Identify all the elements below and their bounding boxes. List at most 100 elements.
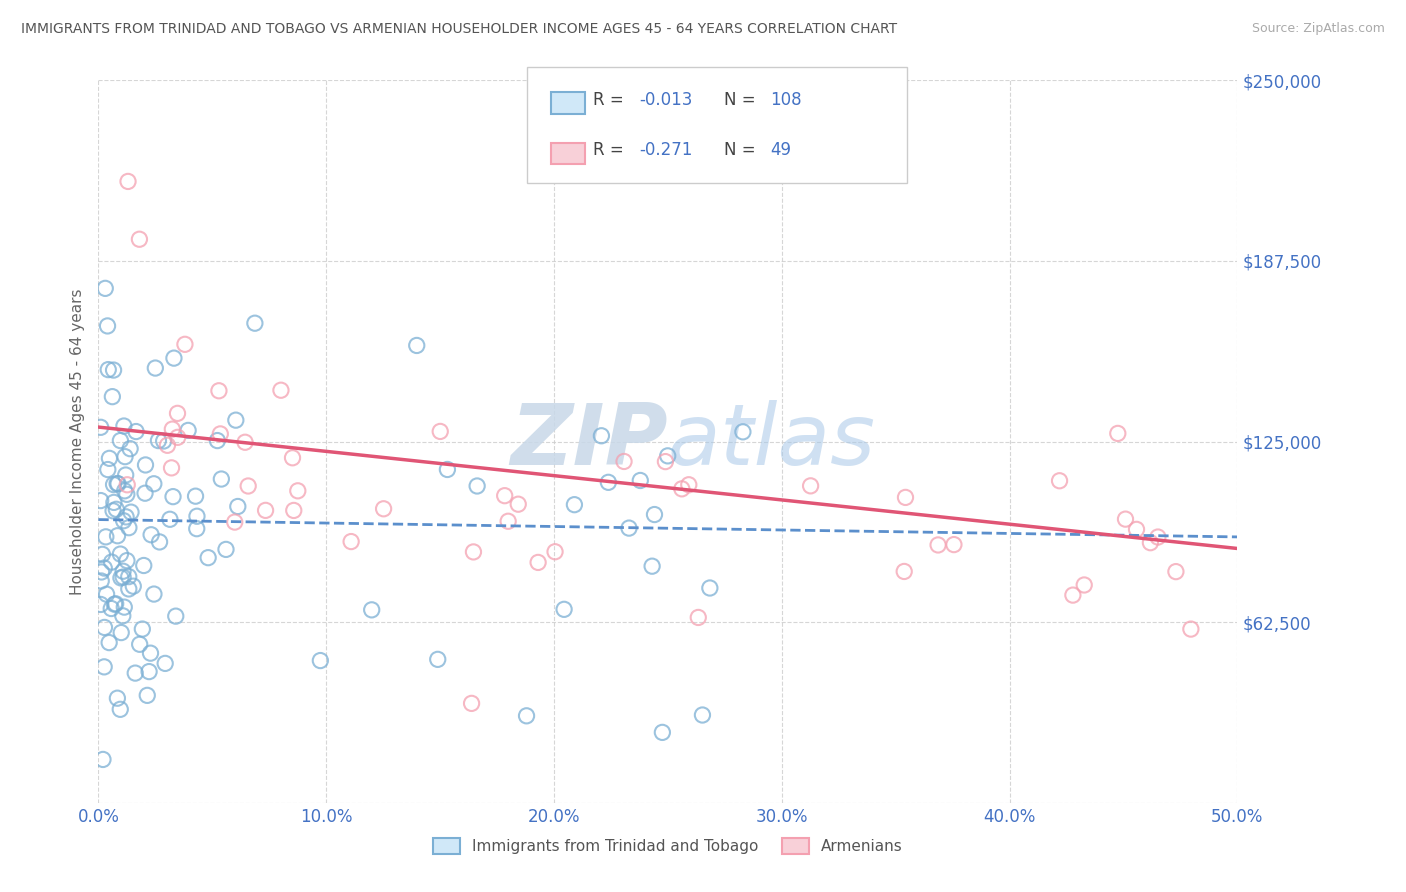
- Point: [613, 454, 636, 468]
- Point: [270, 383, 292, 397]
- Point: [152, 434, 174, 448]
- Point: [360, 603, 382, 617]
- Point: [138, 665, 160, 679]
- Point: [107, 529, 129, 543]
- Point: [429, 425, 451, 439]
- Point: [112, 514, 135, 528]
- Point: [112, 564, 135, 578]
- Point: [139, 646, 162, 660]
- Point: [657, 449, 679, 463]
- Point: [111, 608, 134, 623]
- Point: [112, 419, 135, 434]
- Point: [118, 521, 141, 535]
- Point: [731, 425, 754, 439]
- Point: [1107, 426, 1129, 441]
- Point: [1180, 622, 1202, 636]
- Point: [643, 508, 665, 522]
- Point: [90, 598, 112, 612]
- Point: [162, 490, 184, 504]
- Point: [162, 422, 184, 436]
- Point: [153, 657, 176, 671]
- Text: N =: N =: [724, 141, 761, 159]
- Point: [103, 495, 125, 509]
- Point: [186, 522, 208, 536]
- Point: [436, 462, 458, 476]
- Text: 108: 108: [770, 91, 801, 109]
- Point: [166, 430, 188, 444]
- Point: [93, 660, 115, 674]
- Point: [100, 555, 122, 569]
- Point: [281, 450, 304, 465]
- Point: [91, 547, 114, 561]
- Point: [641, 559, 664, 574]
- Point: [97, 462, 120, 476]
- Point: [1147, 530, 1170, 544]
- Point: [1062, 588, 1084, 602]
- Point: [942, 538, 965, 552]
- Point: [208, 384, 231, 398]
- Point: [139, 527, 162, 541]
- Point: [699, 581, 721, 595]
- Point: [122, 579, 145, 593]
- Point: [671, 482, 693, 496]
- Text: 49: 49: [770, 141, 792, 159]
- Point: [117, 174, 139, 188]
- Point: [692, 708, 714, 723]
- Point: [148, 535, 170, 549]
- Point: [166, 406, 188, 420]
- Point: [174, 337, 197, 351]
- Point: [215, 542, 238, 557]
- Text: atlas: atlas: [668, 400, 876, 483]
- Point: [143, 361, 166, 376]
- Point: [120, 505, 142, 519]
- Text: R =: R =: [593, 141, 630, 159]
- Point: [283, 503, 305, 517]
- Point: [96, 587, 118, 601]
- Point: [90, 420, 112, 434]
- Point: [118, 582, 141, 596]
- Point: [105, 502, 128, 516]
- Point: [1164, 565, 1187, 579]
- Point: [134, 486, 156, 500]
- Point: [527, 556, 550, 570]
- Point: [209, 472, 232, 486]
- Point: [224, 515, 246, 529]
- Point: [186, 509, 208, 524]
- Point: [465, 479, 488, 493]
- Point: [1073, 578, 1095, 592]
- Point: [156, 438, 179, 452]
- Point: [426, 652, 449, 666]
- Point: [93, 561, 115, 575]
- Point: [243, 316, 266, 330]
- Point: [97, 362, 120, 376]
- Point: [651, 725, 673, 739]
- Legend: Immigrants from Trinidad and Tobago, Armenians: Immigrants from Trinidad and Tobago, Arm…: [426, 832, 910, 860]
- Point: [110, 625, 132, 640]
- Point: [927, 538, 949, 552]
- Point: [564, 498, 586, 512]
- Point: [110, 571, 132, 585]
- Point: [225, 413, 247, 427]
- Point: [115, 509, 138, 524]
- Point: [94, 281, 117, 295]
- Point: [124, 666, 146, 681]
- Point: [165, 609, 187, 624]
- Point: [131, 622, 153, 636]
- Point: [209, 426, 232, 441]
- Point: [688, 610, 710, 624]
- Point: [101, 390, 124, 404]
- Text: IMMIGRANTS FROM TRINIDAD AND TOBAGO VS ARMENIAN HOUSEHOLDER INCOME AGES 45 - 64 : IMMIGRANTS FROM TRINIDAD AND TOBAGO VS A…: [21, 22, 897, 37]
- Point: [238, 479, 260, 493]
- Point: [184, 489, 207, 503]
- Point: [114, 450, 136, 464]
- Point: [373, 501, 395, 516]
- Point: [160, 461, 183, 475]
- Point: [1139, 535, 1161, 549]
- Point: [91, 752, 114, 766]
- Point: [553, 602, 575, 616]
- Point: [800, 479, 823, 493]
- Text: R =: R =: [593, 91, 630, 109]
- Point: [105, 476, 128, 491]
- Point: [128, 232, 150, 246]
- Y-axis label: Householder Income Ages 45 - 64 years: Householder Income Ages 45 - 64 years: [69, 288, 84, 595]
